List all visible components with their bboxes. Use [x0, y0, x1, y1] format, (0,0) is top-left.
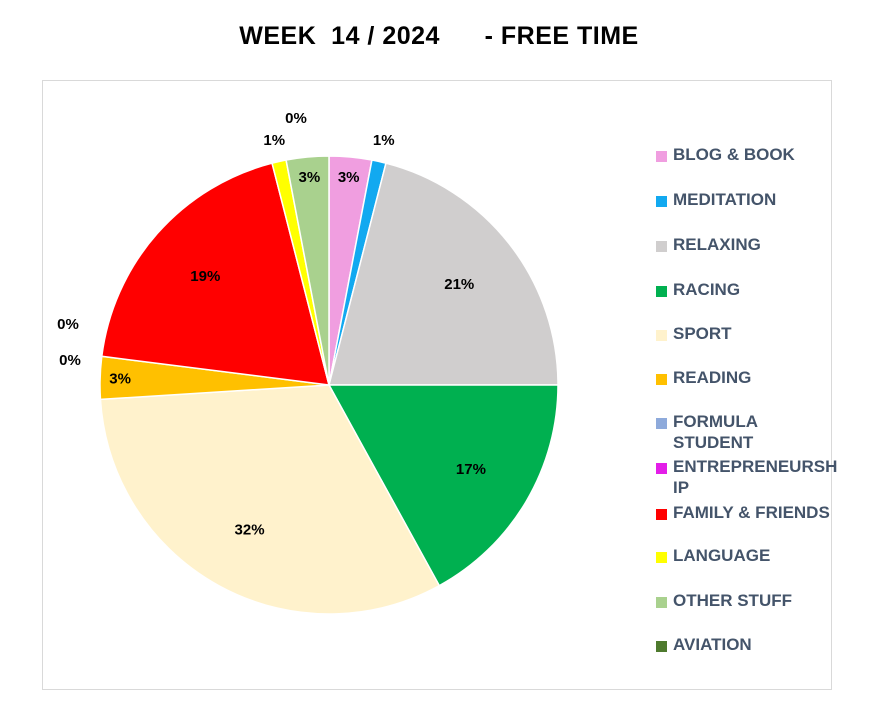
data-label-other-stuff: 3% — [298, 169, 320, 186]
data-label-relaxing: 21% — [444, 276, 474, 293]
legend-swatch — [656, 463, 667, 474]
legend-swatch — [656, 330, 667, 341]
legend-swatch — [656, 374, 667, 385]
data-label-family-friends: 19% — [190, 268, 220, 285]
legend-label: FAMILY & FRIENDS — [673, 503, 830, 522]
legend-label: AVIATION — [673, 635, 752, 654]
legend-swatch — [656, 286, 667, 297]
data-label-reading: 3% — [109, 370, 131, 387]
pie-slice-racing — [327, 384, 559, 587]
pie-slice-relaxing — [328, 162, 559, 386]
legend-label: ENTREPRENEURSHIP — [673, 457, 838, 497]
legend-swatch — [656, 597, 667, 608]
data-label-meditation: 1% — [373, 132, 395, 149]
legend-swatch — [656, 641, 667, 652]
legend-label: OTHER STUFF — [673, 591, 792, 610]
data-label-formula-student: 0% — [59, 352, 81, 369]
pie-slice-other-stuff — [285, 155, 330, 386]
legend-swatch — [656, 552, 667, 563]
legend-label: FORMULA STUDENT — [673, 412, 758, 452]
legend-label: RELAXING — [673, 235, 761, 254]
legend-label: READING — [673, 368, 752, 387]
legend-label: MEDITATION — [673, 190, 777, 209]
data-label-blog-book: 3% — [338, 169, 360, 186]
legend-label: SPORT — [673, 324, 732, 343]
chart-title: WEEK 14 / 2024 - FREE TIME — [239, 22, 639, 50]
pie-slice-sport — [99, 384, 441, 615]
chart-frame — [42, 80, 832, 690]
legend-swatch — [656, 241, 667, 252]
data-label-entrepreneurship: 0% — [57, 316, 79, 333]
data-label-sport: 32% — [235, 521, 265, 538]
legend-label: RACING — [673, 280, 741, 299]
legend-label: LANGUAGE — [673, 546, 771, 565]
pie-slice-family-friends — [100, 162, 331, 386]
legend-swatch — [656, 151, 667, 162]
legend-label: BLOG & BOOK — [673, 145, 795, 164]
legend-swatch — [656, 509, 667, 520]
data-label-language: 1% — [263, 132, 285, 149]
data-label-racing: 17% — [456, 461, 486, 478]
legend-swatch — [656, 418, 667, 429]
legend-swatch — [656, 196, 667, 207]
data-label-aviation: 0% — [285, 110, 307, 127]
